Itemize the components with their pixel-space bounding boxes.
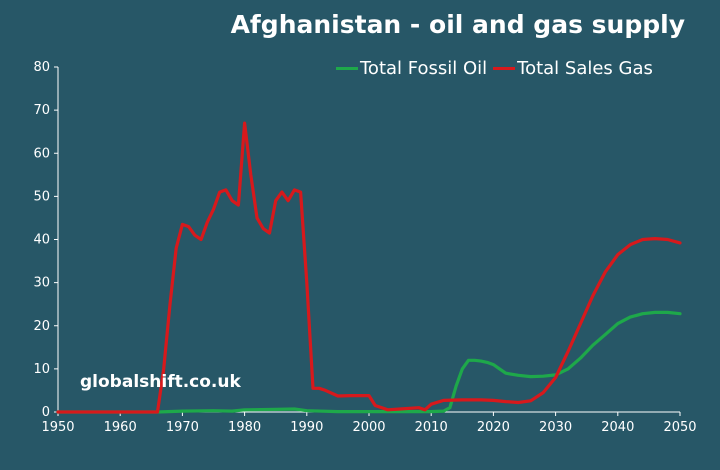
y-tick-label: 40 — [33, 233, 50, 248]
legend-label-oil: Total Fossil Oil — [360, 58, 488, 79]
y-tick-label: 50 — [33, 189, 50, 204]
x-tick-label: 1950 — [41, 420, 74, 435]
chart-legend: Total Fossil Oil Total Sales Gas — [336, 58, 659, 79]
y-tick-label: 70 — [33, 103, 50, 118]
legend-swatch-gas — [493, 67, 516, 70]
watermark: globalshift.co.uk — [80, 372, 241, 392]
x-tick-label: 2010 — [415, 420, 448, 435]
legend-label-gas: Total Sales Gas — [517, 58, 653, 79]
legend-item-gas: Total Sales Gas — [493, 58, 653, 79]
y-tick-label: 60 — [33, 146, 50, 161]
x-tick-label: 1970 — [166, 420, 199, 435]
y-tick-label: 10 — [33, 362, 50, 377]
y-tick-label: 20 — [33, 319, 50, 334]
x-tick-label: 2030 — [539, 420, 572, 435]
x-tick-label: 2000 — [352, 420, 385, 435]
x-tick-label: 1980 — [228, 420, 261, 435]
x-tick-label: 2020 — [477, 420, 510, 435]
legend-swatch-oil — [336, 67, 358, 70]
chart-title: Afghanistan - oil and gas supply — [230, 10, 685, 39]
series-line-gas — [56, 121, 682, 414]
legend-item-oil: Total Fossil Oil — [336, 58, 487, 79]
y-tick-label: 80 — [33, 60, 50, 75]
x-tick-label: 2040 — [601, 420, 634, 435]
series-line-oil — [56, 310, 682, 414]
x-tick-label: 1960 — [104, 420, 137, 435]
x-tick-label: 2050 — [663, 420, 696, 435]
y-tick-label: 30 — [33, 276, 50, 291]
x-tick-label: 1990 — [290, 420, 323, 435]
y-tick-label: 0 — [42, 405, 50, 420]
